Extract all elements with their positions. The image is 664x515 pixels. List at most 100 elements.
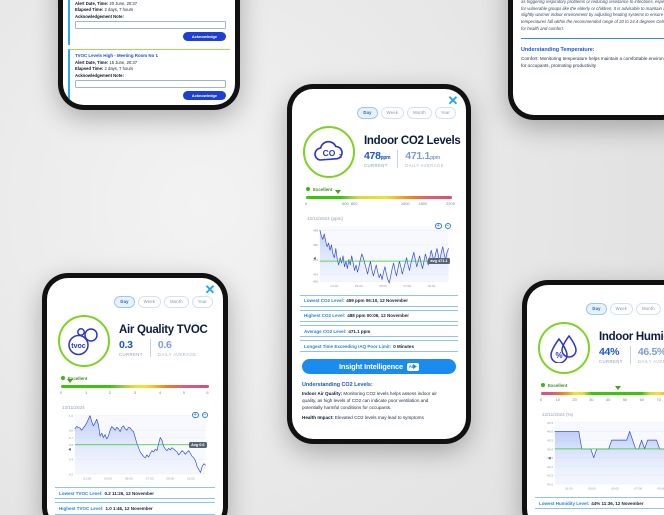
phone-co2: ✕ Day Week Month Year CO 2 Indoor CO2 Level… [287,84,471,444]
scale-tick: 20 [572,396,577,402]
svg-text:09:00: 09:00 [657,486,664,490]
svg-text:44.0: 44.0 [547,465,553,469]
alert-elapsed-value: 2 days, 7 hours [104,66,134,72]
svg-text:488: 488 [313,228,318,232]
svg-text:43.5: 43.5 [547,473,553,477]
scale-tick: 5 [182,389,185,395]
time-pill-day[interactable]: Day [586,303,607,315]
humidity-current-value: 44% [599,346,620,359]
zoom-out-icon[interactable]: − [444,222,451,230]
scale-tick: 2 [108,389,111,395]
temperature-screen: Lowest Temperature Level:18.9° 06:56, 12… [513,0,664,115]
time-pill-week[interactable]: Week [137,296,162,308]
time-pill-year[interactable]: Year [191,296,213,308]
stat-value: 1.0 1:46, 12 November [105,505,153,511]
alert-title: TVOC Levels High - Meeting Room No 1 [75,53,158,59]
svg-text:05:00: 05:00 [611,486,619,490]
alert-elapsed-line: Elapsed Time: 2 days, 7 hours [75,66,226,71]
tvoc-current-value: 0.3 [119,339,133,352]
acknowledge-button[interactable]: Acknowledge [182,90,226,101]
stat-row: Lowest TVOC Level: 0.2 11:26, 12 November [55,487,215,500]
svg-text:%: % [555,351,562,360]
co2-body-lead: Indoor Air Quality: [302,391,343,397]
humidity-droplet-icon: % [538,321,590,374]
time-pill-month[interactable]: Month [636,303,661,315]
time-pill-month[interactable]: Month [164,296,189,308]
status-dot-icon-hum [541,383,545,388]
humidity-line-chart: 43.043.544.044.545.045.546.046.501:0003:… [547,421,664,490]
svg-text:43.0: 43.0 [547,482,553,486]
stat-key: Lowest CO2 Level: [304,298,345,304]
alert-button-row: Acknowledge [75,31,226,42]
acknowledge-button[interactable]: Acknowledge [182,31,226,42]
humidity-average-label: DAILY AVERAGE [637,359,664,365]
svg-text:464: 464 [313,272,318,276]
tvoc-line-chart: 0.2 0.4 0.6 0.7 0.8 1.0 01:00 03:00 05:00 07:00 09… [68,414,206,480]
stat-value: 488 ppm 00:06, 12 November [347,313,410,319]
scale-tick: 40 [605,396,611,402]
svg-text:07:00: 07:00 [146,476,154,480]
zoom-in-icon[interactable]: + [435,222,442,230]
co2-line-chart: 460 464 472 480 488 01:00 03:00 05:00 07:00 09:00 [313,226,449,288]
co2-average-value: 471.1ppm [405,150,440,163]
svg-text:05:00: 05:00 [125,476,133,480]
humidity-scale-bar [541,391,664,395]
scale-tick: 600 [342,200,349,206]
page-title-humidity: Indoor Humidity Levels [599,331,664,344]
chart-zoom-controls[interactable]: + − [435,222,451,230]
scale-tick: 10 [555,396,561,402]
insight-intelligence-button-co2[interactable]: Insight Intelligence AI [302,359,456,375]
humidity-scale-marker-icon [615,385,621,390]
co2-scale-marker-icon [335,189,342,194]
time-pill-year[interactable]: Year [434,107,456,119]
time-pill-week[interactable]: Week [380,107,405,119]
stat-key: Average CO2 Level: [304,328,347,334]
humidity-stats-list: Lowest Humidity Level: 44% 11:36, 12 Nove… [535,497,664,510]
humidity-chart[interactable]: 43.043.544.044.545.045.546.046.501:0003:… [541,420,664,494]
time-pill-day[interactable]: Day [357,107,378,119]
alert-note-key-line: Acknowledgement Note: [75,73,226,78]
stat-row: Highest TVOC Level: 1.0 1:46, 12 November [55,502,215,515]
humidity-average-block: 46.5% DAILY AVERAGE [629,346,664,365]
alerts-screen: Elapsed Time: 7 days, 3 hours Acknowledg… [63,0,235,105]
alerts-scroll-area[interactable]: Elapsed Time: 7 days, 3 hours Acknowledg… [63,0,235,105]
alert-note-input[interactable] [75,79,226,88]
co2-average-label: DAILY AVERAGE [405,163,444,169]
co2-chart[interactable]: + − 460 464 472 480 488 01:00 03:00 05:00 07:00 0… [306,222,452,292]
svg-text:0.7: 0.7 [69,436,74,440]
tvoc-chart[interactable]: + − 0.2 0.4 0.6 0.7 0.8 1.0 01:00 03:00 05:00 07:… [61,411,209,484]
time-pill-day[interactable]: Day [114,296,135,308]
close-icon[interactable]: ✕ [447,93,459,108]
svg-text:472: 472 [313,258,318,262]
co2-scale-bar [306,195,452,199]
co2-body-text: Monitoring CO2 levels helps assess indoo… [302,391,437,411]
tvoc-scale-bar [61,384,209,388]
co2-body2-lead: Health Impact: [302,414,334,420]
time-pill-week[interactable]: Week [609,303,634,315]
time-range-pills-tvoc[interactable]: Day Week Month Year [55,296,213,308]
ai-badge-icon-co2: AI [406,362,419,371]
chart-zoom-controls-tvoc[interactable]: + − [192,411,208,419]
time-pill-month[interactable]: Month [407,107,432,119]
svg-text:09:00: 09:00 [428,284,436,288]
alert-note-key-line: Acknowledgement Note: [75,14,226,19]
svg-text:0.2: 0.2 [69,472,74,476]
co2-chart-date: 12/11/2024 (ppm) [307,215,343,221]
zoom-in-icon-tvoc[interactable]: + [192,411,199,419]
tvoc-current-block: 0.3 CURRENT [119,339,143,357]
time-range-pills-co2[interactable]: Day Week Month Year [300,107,456,119]
scale-tick: 0 [304,200,308,206]
tvoc-avg-tag: Avg 0.6 [188,441,207,448]
close-icon-tvoc[interactable]: ✕ [204,282,216,297]
tvoc-average-label: DAILY AVERAGE [157,352,197,358]
co2-screen: ✕ Day Week Month Year CO 2 Indoor CO2 Level… [292,89,466,439]
humidity-droplet-glyph: % [550,334,577,363]
alert-note-input[interactable] [75,20,226,29]
zoom-out-icon-tvoc[interactable]: − [201,411,208,419]
alert-date-key: Alert Date, Time: [75,59,109,65]
scale-tick: 70 [656,396,661,402]
alert-card[interactable]: TVOC Levels High - Meeting Room No 1Aler… [68,0,230,46]
